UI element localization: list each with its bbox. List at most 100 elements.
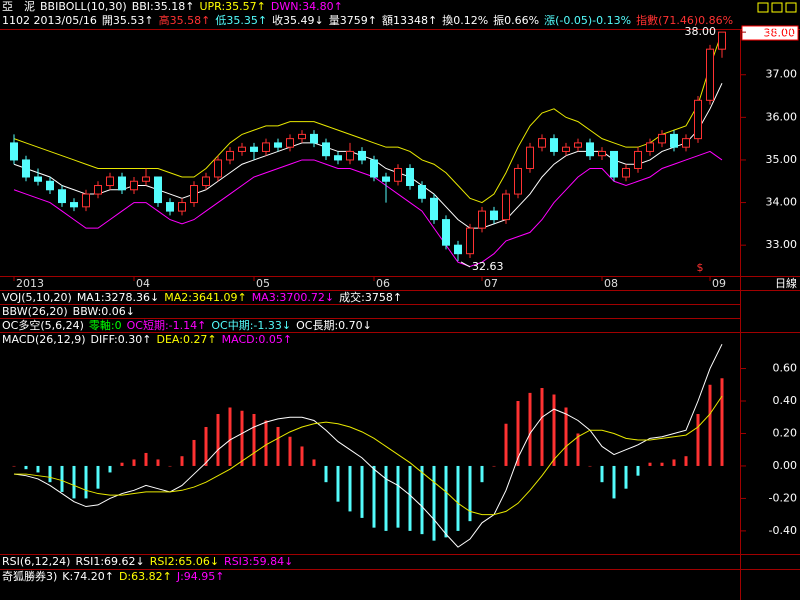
macd-bar [540,388,544,466]
macd-bar [324,465,328,483]
candle-body [670,133,678,148]
candle-body [214,159,222,178]
candle-body [166,202,174,212]
candle-body [370,159,378,178]
indicator-row: OC多空(5,6,24) 零軸:0 OC短期:-1.14↑ OC中期:-1.33↓ OC… [2,319,377,333]
macd-bar [108,465,112,473]
y-tick-label: -0.40 [769,524,797,537]
indicator-text: VOJ(5,10,20) [2,291,72,304]
macd-bar [600,465,604,483]
header-row: 亞 泥 BBIBOLL(10,30) BBI:35.18↑ UPR:35.57↑ DWN… [2,0,348,14]
frame [0,29,800,600]
macd-bar [492,465,496,467]
macd-bar [12,465,16,467]
icon [785,2,797,13]
candle-body [226,150,234,161]
macd-bar [588,465,592,467]
y-tick-label: 0.60 [773,362,798,375]
candle-body [94,185,102,195]
indicator-text: 額13348↑ [382,14,438,27]
series-line [14,395,723,516]
y-tick-label: 33.00 [766,238,798,251]
y-tick-label: 0.20 [773,426,798,439]
macd-bar [396,465,400,528]
indicator-text: BBW:0.06↓ [72,305,136,318]
candle-body [478,210,486,229]
candle-body [490,210,498,221]
indicator-row: VOJ(5,10,20) MA1:3278.36↓ MA2:3641.09↑ MA3:… [2,291,407,305]
x-tick-label: 06 [376,277,390,290]
candle-body [274,142,282,148]
candle-body [82,193,90,208]
indicator-text: OC多空(5,6,24) [2,319,84,332]
y-tick-label: 34.00 [766,196,798,209]
candle-body [310,133,318,144]
macd-bar [288,436,292,466]
macd-bar [504,423,508,466]
indicator-text: RSI1:69.62↓ [75,555,145,568]
series-line [13,343,723,548]
low-label: 32.63 [472,260,504,273]
y-tick-label: 36.00 [766,110,798,123]
candle-body [58,189,66,204]
macd-bar [432,465,436,541]
macd-bar [24,465,28,470]
macd-bar [96,465,100,489]
candle-body [574,142,582,148]
indicator-text: OC短期:-1.14↑ [126,319,207,332]
indicator-text: 奇狐勝券3) [2,570,58,583]
candle-body [202,176,210,187]
macd-bar [660,462,664,466]
candle-body [634,150,642,169]
candle-body [334,155,342,161]
candle-body [154,176,162,204]
candle-body [142,176,150,182]
last-price-label: 38.00 [764,27,796,40]
macd-bar [300,446,304,466]
candle-body [430,197,438,221]
macd-bar [624,465,628,489]
candle-body [538,138,546,148]
candle-body [598,150,606,157]
candle-body [70,202,78,208]
macd-bar [192,439,196,466]
macd-bar [564,407,568,466]
y-tick-label: 38.00 [766,25,798,38]
indicator-text: 1102 2013/05/16 [2,14,97,27]
candle-body [346,150,354,161]
icon [757,2,769,13]
candle-body [178,202,186,212]
series-line [13,150,723,268]
macd-bar [420,465,424,535]
macd-bar [48,465,52,483]
macd-bar [360,465,364,518]
candle-body [406,167,414,187]
macd-bar [372,465,376,528]
macd-bar [576,433,580,466]
low-pointer [460,261,471,268]
y-tick-label: 0.40 [773,394,798,407]
candle-body [418,185,426,199]
indicator-text: OC長期:0.70↓ [296,319,372,332]
indicator-text: 換0.12% [442,14,489,27]
candle-body [682,138,690,148]
macd-bar [36,465,40,473]
candle-body [250,146,258,152]
macd-bar [684,456,688,466]
x-tick-label: 09 [712,277,726,290]
macd-bar [696,413,700,466]
quote-row: 1102 2013/05/16 開35.53↑ 高35.58↑ 低35.35↑ 收35.… [2,14,738,28]
macd-bar [144,452,148,466]
macd-bar [72,465,76,499]
indicator-text: 漲(-0.05)-0.13% [544,14,632,27]
indicator-text: J:94.95↑ [176,570,225,583]
candle-body [586,142,594,157]
indicator-row: RSI(6,12,24) RSI1:69.62↓ RSI2:65.06↓ RSI3:5… [2,555,298,569]
indicator-row: BBW(26,20) BBW:0.06↓ [2,305,140,319]
candle-body [22,159,30,178]
indicator-text: RSI3:59.84↓ [224,555,294,568]
macd-bar [264,420,268,466]
candle-body [298,133,306,140]
indicator-text: MA3:3700.72↓ [251,291,335,304]
